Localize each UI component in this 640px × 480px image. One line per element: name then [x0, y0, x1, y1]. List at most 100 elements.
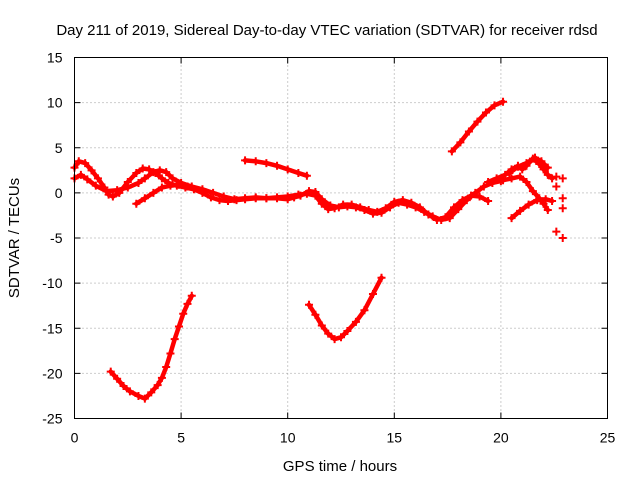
y-tick-label: -20 [42, 365, 62, 381]
data-point [343, 326, 352, 335]
data-point [76, 170, 85, 179]
data-point [132, 199, 141, 208]
data-point [93, 174, 102, 183]
data-point [464, 127, 473, 136]
data-point [449, 203, 458, 212]
data-point [125, 387, 134, 396]
data-point [351, 317, 360, 326]
data-point [558, 234, 567, 242]
data-point [484, 196, 493, 205]
y-tick-label: 10 [47, 95, 63, 111]
data-point [447, 147, 456, 156]
data-point [481, 108, 490, 117]
data-point [386, 203, 395, 212]
data-point [290, 193, 299, 202]
data-point [524, 200, 533, 209]
data-point [377, 208, 386, 217]
data-point [490, 101, 499, 110]
chart-title: Day 211 of 2019, Sidereal Day-to-day VTE… [56, 22, 597, 39]
data-point [522, 159, 531, 168]
data-point [558, 194, 567, 203]
data-point [420, 207, 429, 216]
data-point [251, 193, 260, 202]
data-point [149, 168, 158, 177]
data-point [219, 192, 228, 201]
data-point [283, 195, 292, 204]
data-point [311, 310, 320, 319]
x-tick-label: 5 [177, 430, 185, 446]
data-point [428, 212, 437, 221]
data-point [330, 335, 339, 344]
data-point [174, 322, 183, 331]
x-tick-label: 20 [493, 430, 509, 446]
data-point [343, 202, 352, 211]
data-point [473, 117, 482, 126]
data-point [475, 192, 484, 201]
data-point [558, 174, 567, 183]
data-point [262, 159, 271, 168]
series-arc-right-peak [507, 155, 551, 176]
data-point [424, 210, 433, 219]
data-point [513, 162, 522, 171]
data-point [377, 273, 386, 282]
data-point [351, 203, 360, 212]
data-point [123, 183, 132, 192]
data-point [273, 161, 282, 170]
data-point [518, 165, 527, 174]
data-point [317, 195, 326, 204]
series-arc-deep-mid [306, 275, 384, 342]
data-point [462, 196, 471, 205]
data-point [539, 165, 548, 174]
data-point [157, 183, 166, 192]
data-point [206, 193, 215, 202]
data-point [505, 169, 514, 178]
data-point [153, 381, 162, 390]
data-point [528, 187, 537, 196]
data-point [326, 201, 335, 210]
y-tick-label: 5 [55, 140, 63, 156]
data-point [558, 204, 567, 213]
y-tick-label: 0 [55, 185, 63, 201]
data-point [516, 172, 525, 181]
data-point [324, 329, 333, 338]
data-point [215, 196, 224, 205]
data-point [311, 187, 320, 196]
data-point [170, 335, 179, 344]
data-point [87, 166, 96, 175]
data-point [499, 97, 508, 106]
data-point [522, 178, 531, 187]
grid [74, 57, 608, 419]
data-point [140, 394, 149, 403]
data-point [445, 214, 454, 223]
y-tick-label: -15 [42, 320, 62, 336]
data-point [507, 174, 516, 183]
data-point [106, 367, 115, 376]
data-point [83, 175, 92, 184]
data-point [302, 171, 311, 180]
data-point [296, 191, 305, 200]
data-point [537, 157, 546, 166]
data-point [499, 176, 508, 185]
data-point [411, 203, 420, 212]
data-point [230, 195, 239, 204]
data-point [81, 159, 90, 168]
data-point [543, 206, 552, 215]
data-point [198, 185, 207, 194]
data-point [394, 198, 403, 207]
data-point [398, 196, 407, 205]
data-point [437, 215, 446, 224]
data-point [251, 157, 260, 166]
data-point [157, 174, 166, 183]
data-point [305, 300, 314, 309]
data-point [337, 333, 345, 342]
data-point [283, 165, 292, 174]
x-tick-label: 0 [71, 430, 79, 446]
data-point [334, 203, 343, 212]
data-point [403, 200, 412, 209]
data-point [183, 299, 192, 308]
series-arc-deep-left [108, 293, 195, 401]
y-tick-label: -10 [42, 275, 62, 291]
data-point [360, 206, 369, 215]
y-tick-label: 15 [47, 50, 63, 66]
